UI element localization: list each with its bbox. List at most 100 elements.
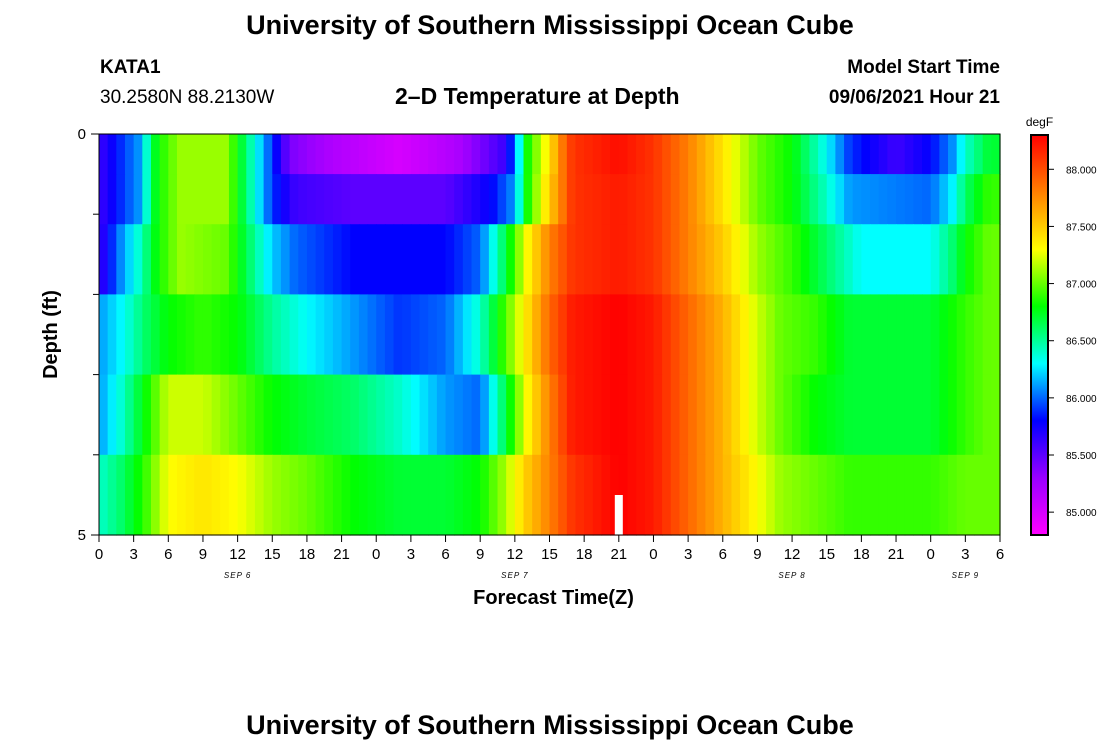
heatmap-cell — [644, 374, 655, 456]
heatmap-cell — [384, 294, 395, 376]
heatmap-cell — [289, 374, 299, 456]
heatmap-cell — [948, 134, 958, 175]
heatmap-cell — [852, 294, 862, 376]
heatmap-cell — [254, 134, 265, 175]
heatmap-cell — [150, 174, 161, 225]
heatmap-cell — [237, 174, 247, 225]
heatmap-cell — [99, 134, 109, 175]
x-tick-label: 21 — [888, 546, 905, 563]
heatmap-cell — [332, 294, 343, 376]
heatmap-cell — [523, 454, 533, 536]
heatmap-cell — [514, 224, 525, 295]
heatmap-cell — [402, 224, 412, 295]
heatmap-cell — [878, 174, 888, 225]
heatmap-cell — [783, 134, 793, 175]
heatmap-cell — [670, 294, 681, 376]
heatmap-cell — [289, 174, 299, 225]
heatmap-cell — [844, 134, 854, 175]
heatmap-cell — [627, 294, 637, 376]
heatmap-cell — [956, 224, 966, 295]
heatmap-cell — [584, 224, 594, 295]
heatmap-cell — [679, 174, 689, 225]
heatmap-cell — [636, 134, 646, 175]
heatmap-cell — [861, 374, 871, 456]
heatmap-cell — [341, 294, 351, 376]
heatmap-cell — [653, 224, 663, 295]
heatmap-cell — [428, 454, 438, 536]
heatmap-cell — [419, 224, 429, 295]
heatmap-cell — [341, 134, 351, 175]
heatmap-cell — [445, 374, 455, 456]
x-tick-label: 0 — [95, 546, 103, 563]
heatmap-cell — [315, 134, 325, 175]
heatmap-cell — [991, 374, 1001, 456]
heatmap-cell — [133, 174, 143, 225]
heatmap-cell — [948, 374, 958, 456]
heatmap-cell — [618, 134, 629, 175]
heatmap-cell — [471, 224, 481, 295]
heatmap-cell — [280, 134, 291, 175]
heatmap-cell — [532, 174, 542, 225]
heatmap-cell — [844, 224, 854, 295]
heatmap-cell — [176, 174, 187, 225]
heatmap-cell — [99, 454, 109, 536]
heatmap-cell — [315, 374, 325, 456]
heatmap-cell — [948, 454, 958, 536]
heatmap-cell — [107, 454, 117, 536]
x-tick-label: 6 — [164, 546, 172, 563]
heatmap-cell — [324, 134, 334, 175]
heatmap-cell — [783, 174, 793, 225]
heatmap-cell — [220, 134, 230, 175]
heatmap-cell — [116, 294, 126, 376]
heatmap-cell — [506, 454, 516, 536]
heatmap-cell — [809, 224, 819, 295]
heatmap-cell — [956, 374, 966, 456]
heatmap-cell — [566, 224, 577, 295]
heatmap-cell — [523, 134, 533, 175]
heatmap-cell — [592, 224, 603, 295]
heatmap-cell — [844, 174, 854, 225]
heatmap-cell — [454, 374, 464, 456]
heatmap-cell — [913, 374, 923, 456]
heatmap-cell — [263, 224, 273, 295]
heatmap-cell — [974, 294, 984, 376]
heatmap-cell — [488, 224, 499, 295]
heatmap-cell — [740, 224, 750, 295]
heatmap-cell — [376, 374, 386, 456]
heatmap-cell — [367, 294, 377, 376]
heatmap-cell — [922, 454, 932, 536]
heatmap-cell — [575, 374, 585, 456]
heatmap-cell — [462, 294, 473, 376]
heatmap-cell — [774, 454, 785, 536]
heatmap-cell — [913, 174, 923, 225]
x-tick-label: 18 — [576, 546, 593, 563]
heatmap-cell — [454, 294, 464, 376]
heatmap-cell — [133, 374, 143, 456]
heatmap-cell — [142, 224, 152, 295]
heatmap-cell — [506, 224, 516, 295]
heatmap-cell — [142, 454, 152, 536]
heatmap-cell — [393, 454, 403, 536]
heatmap-cell — [939, 294, 949, 376]
heatmap-cell — [220, 174, 230, 225]
heatmap-cell — [393, 224, 403, 295]
heatmap-cell — [601, 224, 611, 295]
x-tick-label: 6 — [996, 546, 1004, 563]
x-tick-label: 9 — [476, 546, 484, 563]
heatmap-cell — [280, 374, 291, 456]
heatmap-cell — [410, 224, 421, 295]
heatmap-cell — [454, 454, 464, 536]
heatmap-cell — [800, 374, 810, 456]
heatmap-cell — [818, 134, 828, 175]
heatmap-cell — [575, 174, 585, 225]
heatmap-cell — [341, 374, 351, 456]
heatmap-cell — [939, 454, 949, 536]
heatmap-cell — [332, 224, 343, 295]
heatmap-cell — [410, 454, 421, 536]
model-start-value: 09/06/2021 Hour 21 — [828, 87, 1000, 108]
heatmap-cell — [644, 454, 655, 536]
heatmap-cell — [792, 174, 802, 225]
heatmap-cell — [696, 294, 707, 376]
heatmap-cell — [792, 134, 802, 175]
heatmap-cell — [194, 374, 204, 456]
